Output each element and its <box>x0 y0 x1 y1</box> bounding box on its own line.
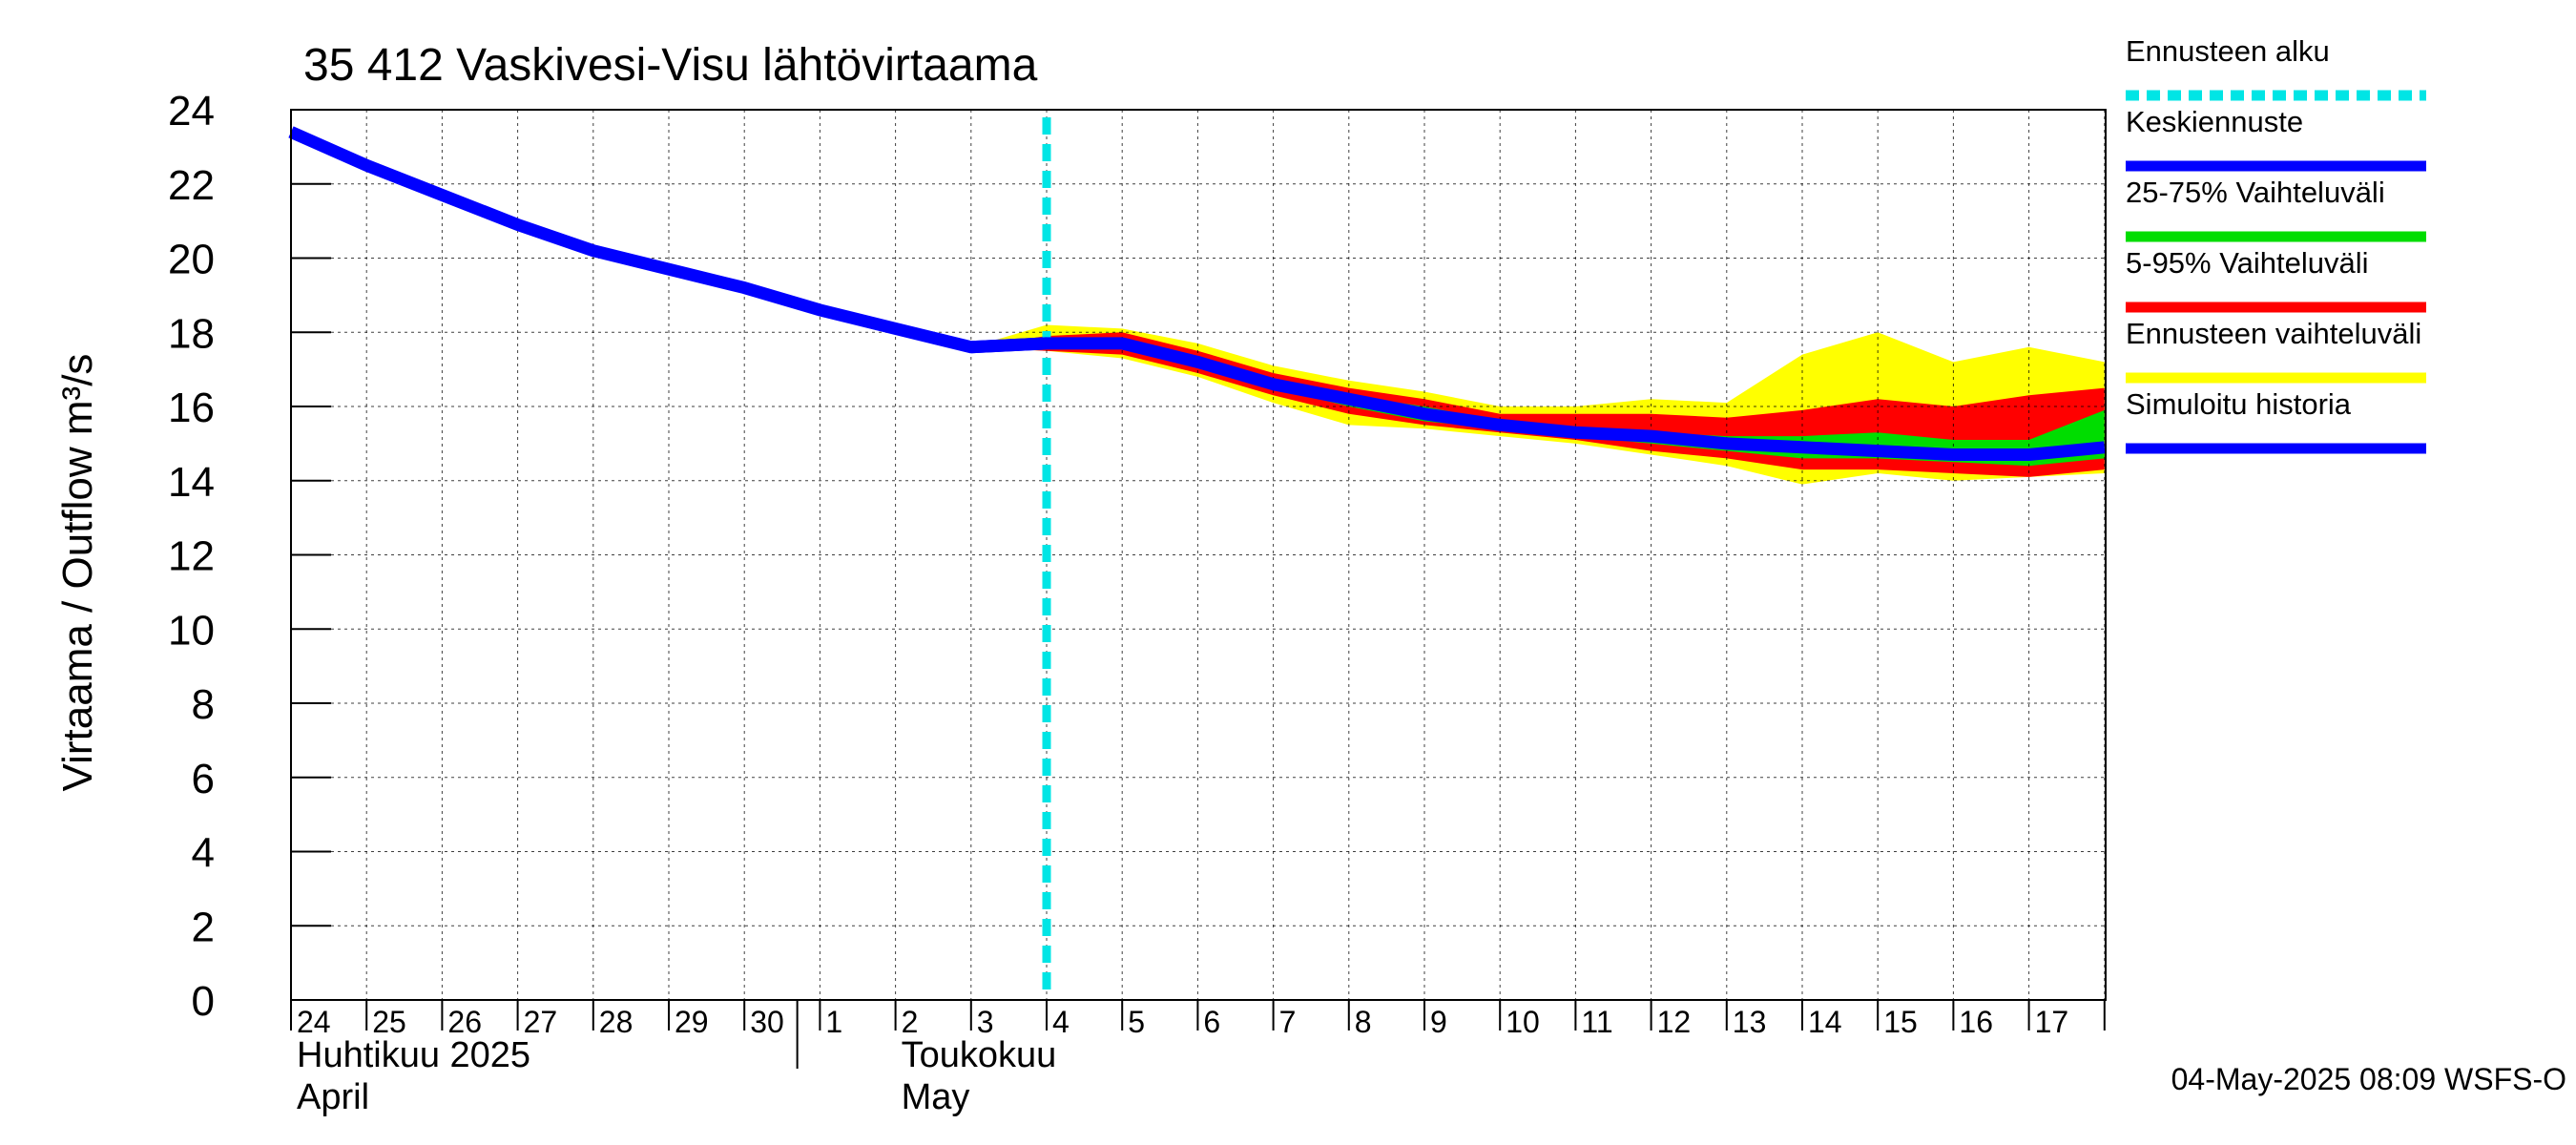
x-tick-label: 25 <box>372 1005 406 1039</box>
x-tick-label: 29 <box>675 1005 709 1039</box>
y-tick-label: 12 <box>168 533 215 580</box>
y-tick-label: 6 <box>192 756 215 802</box>
legend: Ennusteen alku Keskiennuste 25-75% Vaihtel… <box>2126 34 2426 454</box>
x-tick-label: 27 <box>524 1005 558 1039</box>
x-tick-label: 15 <box>1883 1005 1918 1039</box>
x-tick-label: 17 <box>2035 1005 2069 1039</box>
x-tick-label: 10 <box>1506 1005 1540 1039</box>
x-tick-label: 28 <box>599 1005 634 1039</box>
y-tick-label: 10 <box>168 607 215 654</box>
chart-title: 35 412 Vaskivesi-Visu lähtövirtaama <box>303 40 1038 91</box>
y-tick-label: 4 <box>192 830 215 877</box>
y-tick-label: 24 <box>168 88 215 135</box>
footer-timestamp: 04-May-2025 08:09 WSFS-O <box>2171 1062 2566 1096</box>
x-tick-label: 30 <box>750 1005 784 1039</box>
x-tick-label: 8 <box>1355 1005 1372 1039</box>
month-label-april-fi: Huhtikuu 2025 <box>297 1035 530 1075</box>
x-tick-label: 16 <box>1959 1005 1993 1039</box>
x-tick-label: 12 <box>1657 1005 1692 1039</box>
axes <box>290 109 2107 1069</box>
legend-label: Ennusteen vaihteluväli <box>2126 317 2421 350</box>
y-tick-label: 22 <box>168 162 215 209</box>
legend-label: Ennusteen alku <box>2126 34 2330 68</box>
y-axis-label: Virtaama / Outflow m³/s <box>54 354 101 792</box>
x-tick-label: 1 <box>825 1005 842 1039</box>
x-tick-label: 7 <box>1279 1005 1297 1039</box>
y-tick-label: 16 <box>168 385 215 431</box>
series-median-forecast <box>970 337 2106 461</box>
legend-label: Keskiennuste <box>2126 105 2303 138</box>
month-label-may-en: May <box>902 1077 970 1117</box>
x-tick-label: 24 <box>297 1005 331 1039</box>
y-tick-label: 0 <box>192 978 215 1025</box>
x-tick-label: 2 <box>902 1005 919 1039</box>
legend-label: 25-75% Vaihteluväli <box>2126 176 2385 209</box>
series-simulated-history <box>288 126 1048 354</box>
x-tick-label: 6 <box>1203 1005 1220 1039</box>
month-label-may-fi: Toukokuu <box>902 1035 1057 1075</box>
x-tick-label: 13 <box>1733 1005 1767 1039</box>
y-tick-label: 8 <box>192 681 215 728</box>
legend-label: 5-95% Vaihteluväli <box>2126 246 2368 280</box>
x-tick-label: 26 <box>447 1005 482 1039</box>
legend-label: Simuloitu historia <box>2126 387 2352 421</box>
month-label-april-en: April <box>297 1077 369 1117</box>
x-tick-label: 9 <box>1430 1005 1447 1039</box>
x-tick-label: 4 <box>1052 1005 1070 1039</box>
y-tick-label: 2 <box>192 904 215 950</box>
x-tick-label: 11 <box>1581 1005 1612 1039</box>
x-tick-label: 14 <box>1808 1005 1842 1039</box>
series-lines <box>288 117 2106 1000</box>
y-tick-label: 18 <box>168 310 215 357</box>
y-tick-label: 14 <box>168 459 215 506</box>
x-tick-label: 3 <box>977 1005 994 1039</box>
y-tick-label: 20 <box>168 237 215 283</box>
x-tick-label: 5 <box>1128 1005 1145 1039</box>
